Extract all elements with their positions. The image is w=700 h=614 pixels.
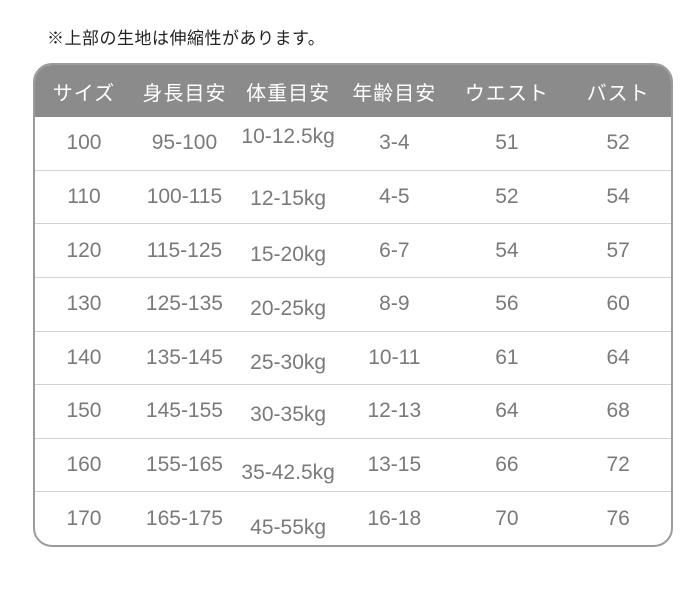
cell-age: 12-13 <box>367 399 422 423</box>
cell-weight: 30-35kg <box>250 403 327 427</box>
cell-height: 165-175 <box>145 506 223 530</box>
cell-height: 125-135 <box>145 292 223 316</box>
cell-age: 13-15 <box>367 453 422 477</box>
cell-waist: 56 <box>495 292 519 316</box>
table-row: 170 165-175 45-55kg 16-18 70 76 <box>35 491 671 545</box>
cell-height: 155-165 <box>145 453 223 477</box>
cell-size: 170 <box>66 506 102 530</box>
cell-weight: 20-25kg <box>250 297 327 321</box>
cell-weight: 15-20kg <box>250 242 327 266</box>
cell-size: 130 <box>66 292 102 316</box>
cell-size: 160 <box>66 453 102 477</box>
cell-weight: 25-30kg <box>250 350 327 374</box>
cell-age: 8-9 <box>379 292 410 316</box>
column-header-age: 年齢目安 <box>352 82 437 105</box>
table-row: 140 135-145 25-30kg 10-11 61 64 <box>35 330 671 385</box>
stretch-note: ※上部の生地は伸縮性があります。 <box>47 29 326 48</box>
cell-weight: 35-42.5kg <box>241 461 335 485</box>
size-chart-table: サイズ 身長目安 体重目安 年齢目安 ウエスト バスト 100 95-100 10-… <box>33 63 673 547</box>
column-header-bust: バスト <box>586 82 650 105</box>
cell-bust: 72 <box>606 453 630 477</box>
cell-height: 95-100 <box>151 131 218 155</box>
cell-waist: 70 <box>495 506 519 530</box>
cell-bust: 57 <box>606 238 630 262</box>
cell-height: 100-115 <box>146 184 223 208</box>
table-header-row: サイズ 身長目安 体重目安 年齢目安 ウエスト バスト <box>35 65 671 117</box>
cell-height: 145-155 <box>145 399 223 423</box>
cell-weight: 45-55kg <box>250 515 327 539</box>
cell-weight: 12-15kg <box>250 186 327 210</box>
cell-age: 3-4 <box>379 131 410 155</box>
column-header-height: 身長目安 <box>142 82 227 105</box>
column-header-size: サイズ <box>52 82 116 105</box>
cell-age: 4-5 <box>379 184 410 208</box>
cell-waist: 54 <box>495 238 519 262</box>
cell-size: 100 <box>66 131 102 155</box>
cell-size: 120 <box>66 238 102 262</box>
cell-waist: 52 <box>495 184 519 208</box>
cell-bust: 52 <box>606 131 630 155</box>
cell-bust: 68 <box>606 399 630 423</box>
cell-waist: 64 <box>495 399 519 423</box>
cell-weight: 10-12.5kg <box>241 125 335 149</box>
table-row: 100 95-100 10-12.5kg 3-4 51 52 <box>35 117 671 170</box>
cell-waist: 66 <box>495 453 519 477</box>
cell-bust: 64 <box>606 345 630 369</box>
cell-waist: 61 <box>495 345 519 369</box>
cell-bust: 54 <box>606 184 630 208</box>
column-header-waist: ウエスト <box>464 82 549 105</box>
cell-age: 16-18 <box>367 506 422 530</box>
cell-size: 150 <box>66 399 102 423</box>
cell-bust: 76 <box>606 506 630 530</box>
table-row: 110 100-115 12-15kg 4-5 52 54 <box>35 169 671 224</box>
table-row: 150 145-155 30-35kg 12-13 64 68 <box>35 384 671 438</box>
table-row: 160 155-165 35-42.5kg 13-15 66 72 <box>35 437 671 492</box>
table-body: 100 95-100 10-12.5kg 3-4 51 52 110 100-115 12-15… <box>35 117 671 545</box>
cell-size: 140 <box>66 345 102 369</box>
cell-waist: 51 <box>495 131 519 155</box>
table-row: 120 115-125 15-20kg 6-7 54 57 <box>35 223 671 277</box>
column-header-weight: 体重目安 <box>246 82 331 105</box>
table-row: 130 125-135 20-25kg 8-9 56 60 <box>35 276 671 331</box>
cell-bust: 60 <box>606 292 630 316</box>
cell-size: 110 <box>67 184 101 208</box>
cell-height: 135-145 <box>145 345 223 369</box>
cell-height: 115-125 <box>146 238 223 262</box>
cell-age: 10-11 <box>368 345 421 369</box>
cell-age: 6-7 <box>379 238 410 262</box>
